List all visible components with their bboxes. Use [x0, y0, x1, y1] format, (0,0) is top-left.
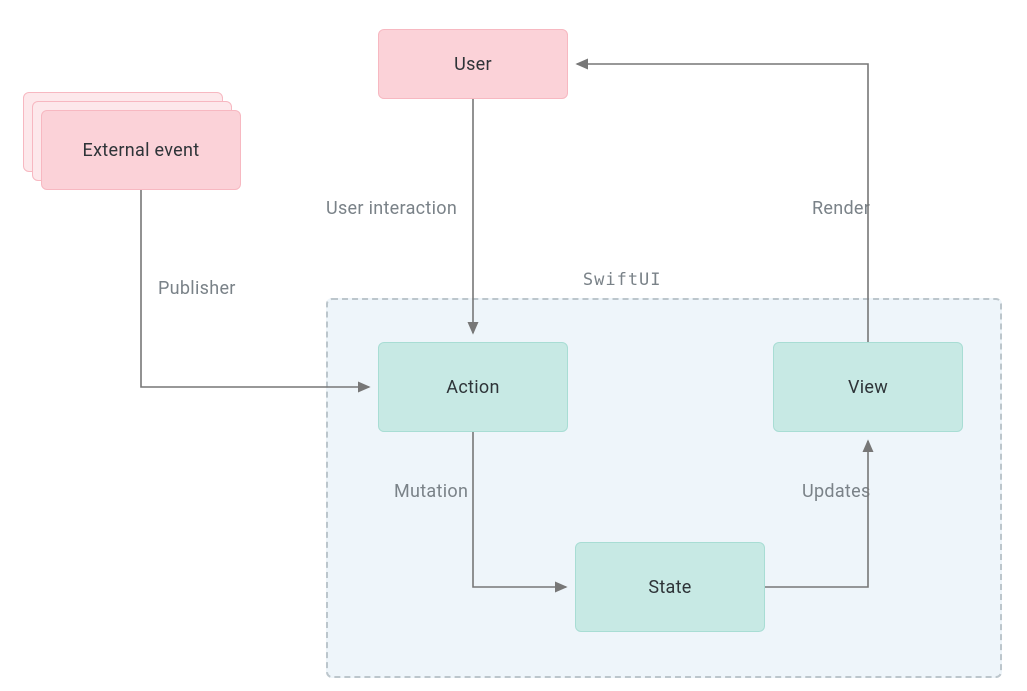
action-node-label: Action [446, 377, 499, 398]
external-event-node-label: External event [83, 140, 200, 161]
user-node: User [378, 29, 568, 99]
edge-label-render: Render [812, 198, 870, 219]
edge-label-updates: Updates [802, 481, 871, 502]
external-event-node: External event [41, 110, 241, 190]
edge-label-mutation: Mutation [394, 481, 468, 502]
state-node-label: State [648, 577, 691, 598]
state-node: State [575, 542, 765, 632]
edge-label-user-interaction: User interaction [326, 198, 457, 219]
view-node: View [773, 342, 963, 432]
user-node-label: User [454, 54, 492, 75]
diagram-canvas: SwiftUI User External event Action View … [0, 0, 1027, 691]
edge-label-publisher: Publisher [158, 278, 236, 299]
swiftui-container-label: SwiftUI [583, 270, 662, 290]
view-node-label: View [848, 377, 888, 398]
action-node: Action [378, 342, 568, 432]
